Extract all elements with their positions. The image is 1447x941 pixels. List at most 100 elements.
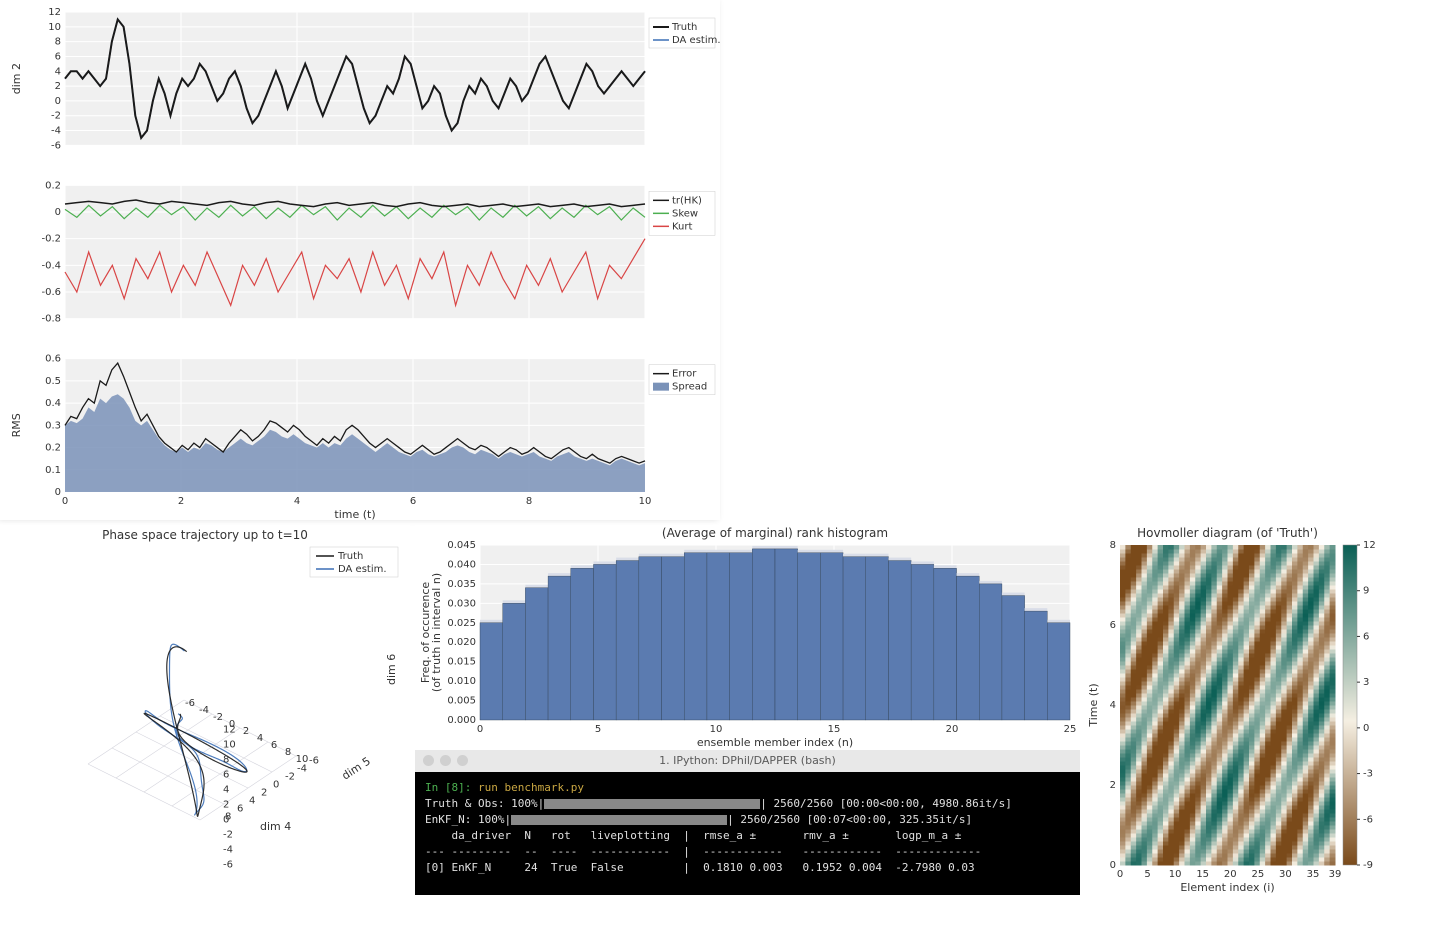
svg-text:2: 2	[261, 788, 267, 799]
svg-text:4: 4	[223, 785, 229, 796]
window-controls[interactable]	[423, 755, 468, 766]
svg-text:0.1: 0.1	[45, 465, 61, 476]
svg-text:2: 2	[243, 726, 249, 737]
svg-text:20: 20	[946, 724, 959, 735]
svg-text:0.2: 0.2	[45, 443, 61, 454]
svg-text:-3: -3	[1363, 769, 1373, 780]
svg-text:12: 12	[48, 7, 61, 18]
svg-text:15: 15	[828, 724, 841, 735]
svg-text:Spread: Spread	[672, 382, 707, 393]
panel-rank-histogram: (Average of marginal) rank histogram 0 5 10…	[415, 525, 1080, 750]
svg-text:Truth: Truth	[337, 551, 363, 562]
svg-text:Error: Error	[672, 369, 697, 380]
svg-text:-0.6: -0.6	[41, 287, 61, 298]
svg-text:0.045: 0.045	[447, 540, 476, 551]
svg-text:39: 39	[1329, 869, 1342, 880]
svg-text:0: 0	[55, 96, 61, 107]
svg-text:12: 12	[223, 725, 236, 736]
svg-text:-2: -2	[223, 830, 233, 841]
svg-text:4: 4	[55, 66, 61, 77]
svg-text:0: 0	[62, 496, 68, 507]
panel-hovmoller: Hovmoller diagram (of 'Truth')0510152025…	[1085, 525, 1380, 895]
svg-text:-4: -4	[199, 705, 209, 716]
svg-text:6: 6	[1363, 631, 1369, 642]
svg-text:0.010: 0.010	[447, 676, 476, 687]
svg-text:-4: -4	[51, 126, 61, 137]
svg-text:0.005: 0.005	[447, 696, 476, 707]
svg-text:DA estim.: DA estim.	[338, 564, 387, 575]
svg-text:-9: -9	[1363, 860, 1373, 871]
svg-text:6: 6	[223, 770, 229, 781]
svg-text:10: 10	[639, 496, 652, 507]
svg-text:8: 8	[223, 755, 229, 766]
svg-text:0.3: 0.3	[45, 420, 61, 431]
svg-text:(Average of marginal) rank his: (Average of marginal) rank histogram	[662, 526, 888, 540]
svg-text:-4: -4	[297, 764, 307, 775]
svg-text:-0.2: -0.2	[41, 234, 61, 245]
svg-text:2: 2	[1110, 780, 1116, 791]
svg-text:0.2: 0.2	[45, 180, 61, 191]
svg-text:4: 4	[294, 496, 300, 507]
svg-text:Phase space trajectory up to t: Phase space trajectory up to t=10	[102, 528, 308, 542]
svg-text:2: 2	[55, 81, 61, 92]
svg-text:DA estim.: DA estim.	[672, 35, 720, 46]
svg-text:tr(HK): tr(HK)	[672, 195, 702, 206]
svg-text:Skew: Skew	[672, 208, 698, 219]
svg-text:dim 5: dim 5	[340, 755, 373, 783]
svg-text:0: 0	[1110, 860, 1116, 871]
svg-text:-2: -2	[285, 772, 295, 783]
svg-text:6: 6	[237, 804, 243, 815]
svg-text:0.035: 0.035	[447, 579, 476, 590]
svg-text:6: 6	[271, 740, 277, 751]
svg-text:10: 10	[1169, 869, 1182, 880]
svg-text:8: 8	[526, 496, 532, 507]
svg-text:0: 0	[273, 780, 279, 791]
svg-text:0.5: 0.5	[45, 376, 61, 387]
svg-text:(of truth in interval n): (of truth in interval n)	[430, 573, 443, 692]
svg-text:5: 5	[1144, 869, 1150, 880]
terminal-title-bar: 1. IPython: DPhil/DAPPER (bash)	[415, 750, 1080, 772]
panel-timeseries: -6-4-2024681012dim 2TruthDA estim.-0.8-0…	[0, 0, 720, 520]
svg-text:0.020: 0.020	[447, 637, 476, 648]
svg-text:2: 2	[223, 800, 229, 811]
svg-text:8: 8	[285, 747, 291, 758]
svg-text:25: 25	[1064, 724, 1077, 735]
svg-text:Time (t): Time (t)	[1087, 683, 1100, 727]
svg-text:0: 0	[1363, 723, 1369, 734]
svg-text:Truth: Truth	[671, 22, 697, 33]
svg-text:-6: -6	[223, 860, 233, 871]
svg-text:dim 6: dim 6	[385, 654, 398, 685]
svg-text:4: 4	[257, 733, 263, 744]
svg-text:dim 2: dim 2	[10, 63, 23, 94]
svg-text:20: 20	[1224, 869, 1237, 880]
svg-text:0: 0	[1117, 869, 1123, 880]
svg-text:5: 5	[595, 724, 601, 735]
terminal-window: 1. IPython: DPhil/DAPPER (bash) In [8]: …	[415, 750, 1080, 895]
svg-text:0.015: 0.015	[447, 657, 476, 668]
svg-text:0: 0	[55, 207, 61, 218]
svg-text:0: 0	[55, 487, 61, 498]
svg-text:10: 10	[710, 724, 723, 735]
panel-phase-space: Phase space trajectory up to t=10 Truth DA…	[0, 525, 410, 895]
svg-text:6: 6	[55, 51, 61, 62]
svg-text:dim 4: dim 4	[260, 820, 291, 833]
svg-text:-6: -6	[309, 756, 319, 767]
svg-text:12: 12	[1363, 540, 1376, 551]
svg-text:-2: -2	[51, 111, 61, 122]
svg-text:8: 8	[1110, 540, 1116, 551]
svg-text:-4: -4	[223, 845, 233, 856]
svg-text:-6: -6	[1363, 814, 1373, 825]
svg-text:9: 9	[1363, 586, 1369, 597]
svg-text:Kurt: Kurt	[672, 221, 693, 232]
svg-text:-6: -6	[51, 140, 61, 151]
svg-text:0.000: 0.000	[447, 715, 476, 726]
svg-text:0.030: 0.030	[447, 598, 476, 609]
svg-text:4: 4	[1110, 700, 1116, 711]
svg-text:0: 0	[223, 815, 229, 826]
svg-text:6: 6	[1110, 620, 1116, 631]
svg-text:35: 35	[1307, 869, 1320, 880]
svg-text:15: 15	[1196, 869, 1209, 880]
svg-text:RMS: RMS	[10, 413, 23, 437]
svg-text:0: 0	[477, 724, 483, 735]
svg-text:3: 3	[1363, 677, 1369, 688]
